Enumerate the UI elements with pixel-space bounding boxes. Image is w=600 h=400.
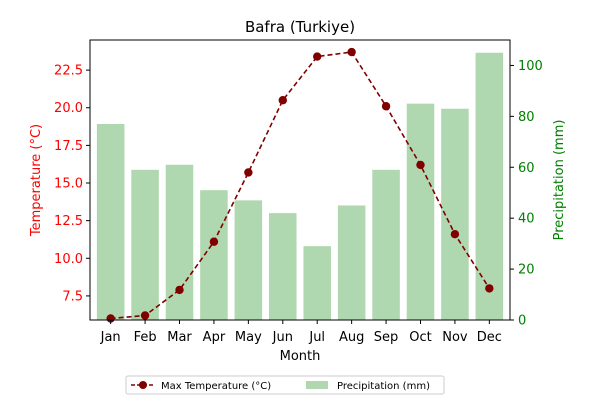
right-tick-label-4: 80 — [518, 110, 535, 125]
x-tick-label-aug: Aug — [339, 330, 364, 345]
right-axis: 0 20 40 60 80 100 — [510, 59, 543, 329]
x-axis: Jan Feb Mar Apr May Jun Jul Aug Sep Oct Nov Dec — [100, 320, 502, 345]
x-tick-label-dec: Dec — [477, 330, 502, 345]
temperature-point-nov — [450, 229, 460, 239]
left-tick-label-5: 20.0 — [54, 101, 83, 116]
right-tick-label-1: 20 — [518, 263, 535, 278]
temperature-point-mar — [175, 285, 184, 295]
temperature-point-sep — [381, 102, 391, 111]
temperature-point-aug — [347, 47, 356, 57]
x-tick-label-mar: Mar — [167, 330, 192, 345]
x-tick-label-feb: Feb — [134, 330, 157, 345]
temperature-point-jun — [278, 96, 287, 105]
x-tick-label-sep: Sep — [374, 330, 399, 345]
precip-bar-aug — [337, 205, 366, 320]
right-tick-label-5: 100 — [518, 59, 543, 74]
left-axis: 7.5 10.0 12.5 15.0 17.5 20.0 22.5 — [54, 64, 90, 304]
right-tick-label-3: 60 — [518, 161, 535, 176]
temperature-point-jan — [106, 314, 115, 323]
legend: Max Temperature (°C) Precipitation (mm) — [125, 375, 445, 395]
left-tick-label-3: 15.0 — [54, 177, 83, 192]
x-tick-label-jun: Jun — [272, 330, 293, 345]
temperature-point-apr — [209, 237, 219, 246]
temperature-point-feb — [140, 311, 150, 320]
x-tick-label-may: May — [235, 330, 262, 345]
x-axis-title: Month — [280, 349, 321, 364]
chart-title: Bafra (Turkiye) — [245, 18, 355, 36]
left-tick-label-2: 12.5 — [54, 214, 83, 229]
precip-bar-jul — [303, 246, 331, 320]
x-tick-label-apr: Apr — [203, 330, 226, 345]
precip-bar-mar — [165, 164, 194, 320]
line-layer — [106, 47, 494, 323]
right-axis-title: Precipitation (mm) — [552, 120, 567, 241]
left-axis-title: Temperature (°C) — [29, 124, 44, 237]
precip-bar-dec — [475, 52, 504, 320]
precip-bar-feb — [131, 169, 159, 320]
bars-layer — [96, 52, 504, 320]
temperature-point-jul — [313, 52, 322, 61]
left-tick-label-6: 22.5 — [54, 64, 83, 79]
right-tick-label-0: 0 — [518, 314, 526, 329]
x-tick-label-jul: Jul — [308, 330, 325, 345]
temperature-point-dec — [485, 284, 494, 293]
precip-bar-sep — [372, 169, 400, 320]
precip-bar-may — [234, 200, 263, 320]
x-tick-label-oct: Oct — [409, 330, 431, 345]
legend-label-temperature: Max Temperature (°C) — [161, 381, 271, 392]
precip-bar-oct — [406, 103, 435, 320]
right-tick-label-2: 40 — [518, 212, 535, 227]
legend-bar-swatch — [306, 381, 328, 389]
temperature-point-may — [244, 168, 253, 177]
left-tick-label-0: 7.5 — [62, 289, 83, 304]
temperature-point-oct — [416, 160, 425, 170]
left-tick-label-4: 17.5 — [54, 139, 83, 154]
precip-bar-jun — [269, 213, 297, 320]
plot-frame — [89, 39, 511, 321]
legend-label-precipitation: Precipitation (mm) — [337, 381, 430, 392]
temperature-line — [110, 51, 491, 320]
legend-frame — [125, 375, 445, 395]
left-tick-label-1: 10.0 — [54, 252, 83, 267]
precip-bar-jan — [96, 124, 125, 320]
x-tick-label-nov: Nov — [442, 330, 468, 345]
legend-line-marker — [139, 381, 147, 389]
x-tick-label-jan: Jan — [100, 330, 121, 345]
